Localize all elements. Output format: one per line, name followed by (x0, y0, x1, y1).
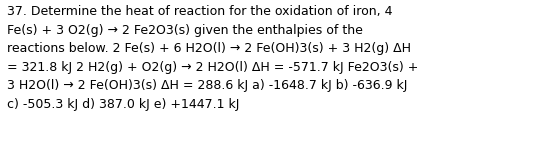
Text: 37. Determine the heat of reaction for the oxidation of iron, 4
Fe(s) + 3 O2(g) : 37. Determine the heat of reaction for t… (7, 5, 418, 111)
